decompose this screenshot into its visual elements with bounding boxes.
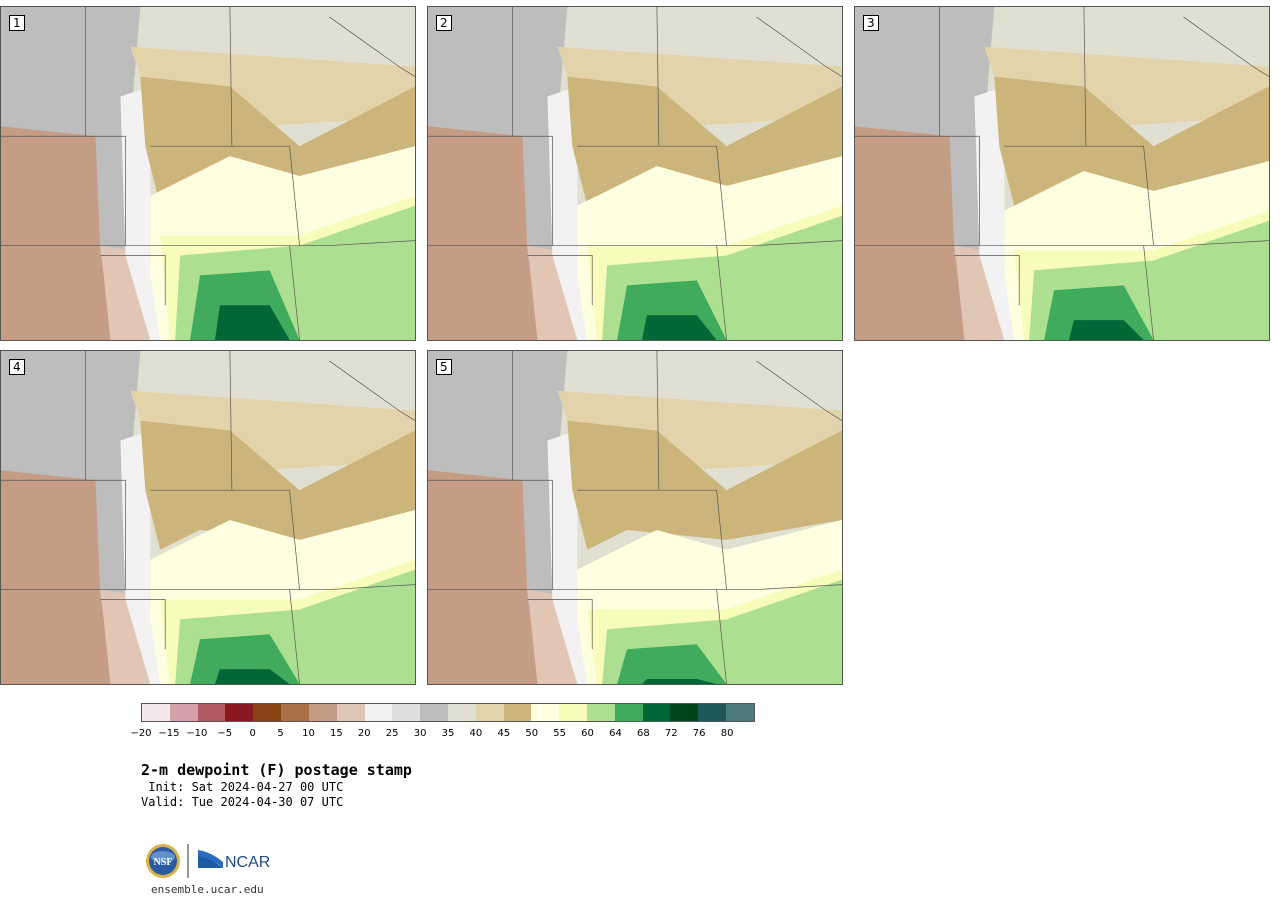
ncar-logo-text: NCAR [225, 854, 270, 871]
dewpoint-field [428, 351, 842, 684]
colorbar-tick-label: 0 [249, 728, 256, 739]
nsf-ncar-logo: NSF NCAR [145, 842, 275, 880]
dewpoint-field [1, 351, 415, 684]
colorbar-swatch [503, 704, 532, 721]
colorbar-tick-label: 76 [692, 728, 706, 739]
colorbar-swatch [364, 704, 393, 721]
colorbar-tick-label: 10 [302, 728, 315, 739]
map-panel-3: 3 [854, 6, 1270, 341]
panel-label: 3 [863, 15, 879, 31]
colorbar-tick-label: 20 [357, 728, 371, 739]
colorbar-swatch [587, 704, 615, 721]
colorbar-tick-label: 60 [581, 728, 594, 739]
plot-title: 2-m dewpoint (F) postage stamp [141, 761, 412, 779]
panel-label: 1 [9, 15, 25, 31]
colorbar-tick-label: 64 [609, 728, 622, 739]
colorbar-swatch [281, 704, 309, 721]
colorbar-swatch [197, 704, 226, 721]
colorbar-tick-label: 68 [636, 728, 650, 739]
colorbar-tick-label: 72 [664, 728, 678, 739]
valid-time: Valid: Tue 2024-04-30 07 UTC [141, 795, 344, 809]
map-panel-5: 5 [427, 350, 843, 685]
colorbar-swatch [392, 704, 421, 721]
panel-label: 2 [436, 15, 452, 31]
colorbar-swatch [698, 704, 727, 721]
colorbar-tick-label: −10 [186, 728, 208, 739]
panel-label: 4 [9, 359, 25, 375]
colorbar-swatch [614, 704, 643, 721]
colorbar-swatch [475, 704, 504, 721]
colorbar-tick-label: −15 [158, 728, 180, 739]
colorbar-swatch [531, 704, 560, 721]
dewpoint-field [1, 7, 415, 340]
colorbar-swatch [336, 704, 365, 721]
colorbar-ticks: −20 −15 −10 −5 0 5 10 15 20 25 30 35 40 45 50 55 60 64 68 7… [130, 728, 755, 742]
colorbar-swatch [225, 704, 254, 721]
colorbar-swatch [420, 704, 448, 721]
colorbar-tick-label: 15 [329, 728, 343, 739]
site-url: ensemble.ucar.edu [151, 883, 264, 896]
colorbar-tick-label: 80 [720, 728, 734, 739]
colorbar-swatch [169, 704, 198, 721]
colorbar-swatch [726, 704, 754, 721]
colorbar-swatch [142, 704, 170, 721]
nsf-logo-text: NSF [154, 857, 173, 868]
colorbar-tick-label: 35 [441, 728, 455, 739]
colorbar-tick-label: 5 [277, 728, 284, 739]
colorbar-swatch [308, 704, 337, 721]
map-panel-2: 2 [427, 6, 843, 341]
map-panel-4: 4 [0, 350, 416, 685]
colorbar [141, 703, 755, 722]
colorbar-swatch [670, 704, 699, 721]
colorbar-tick-label: 25 [385, 728, 399, 739]
init-time: Init: Sat 2024-04-27 00 UTC [141, 780, 344, 794]
colorbar-tick-label: 55 [553, 728, 566, 739]
colorbar-tick-label: −5 [217, 728, 233, 739]
colorbar-tick-label: −20 [130, 728, 152, 739]
dewpoint-field [428, 7, 842, 340]
ncar-logo-icon: NCAR [198, 850, 270, 871]
colorbar-swatch [253, 704, 282, 721]
colorbar-tick-label: 45 [497, 728, 511, 739]
colorbar-tick-label: 30 [413, 728, 427, 739]
dewpoint-field [855, 7, 1269, 340]
colorbar-tick-label: 40 [469, 728, 483, 739]
colorbar-swatch [447, 704, 476, 721]
panel-label: 5 [436, 359, 452, 375]
map-panel-1: 1 [0, 6, 416, 341]
colorbar-tick-label: 50 [525, 728, 539, 739]
colorbar-swatch [559, 704, 587, 721]
colorbar-swatch [642, 704, 671, 721]
nsf-logo-icon: NSF [146, 844, 180, 878]
